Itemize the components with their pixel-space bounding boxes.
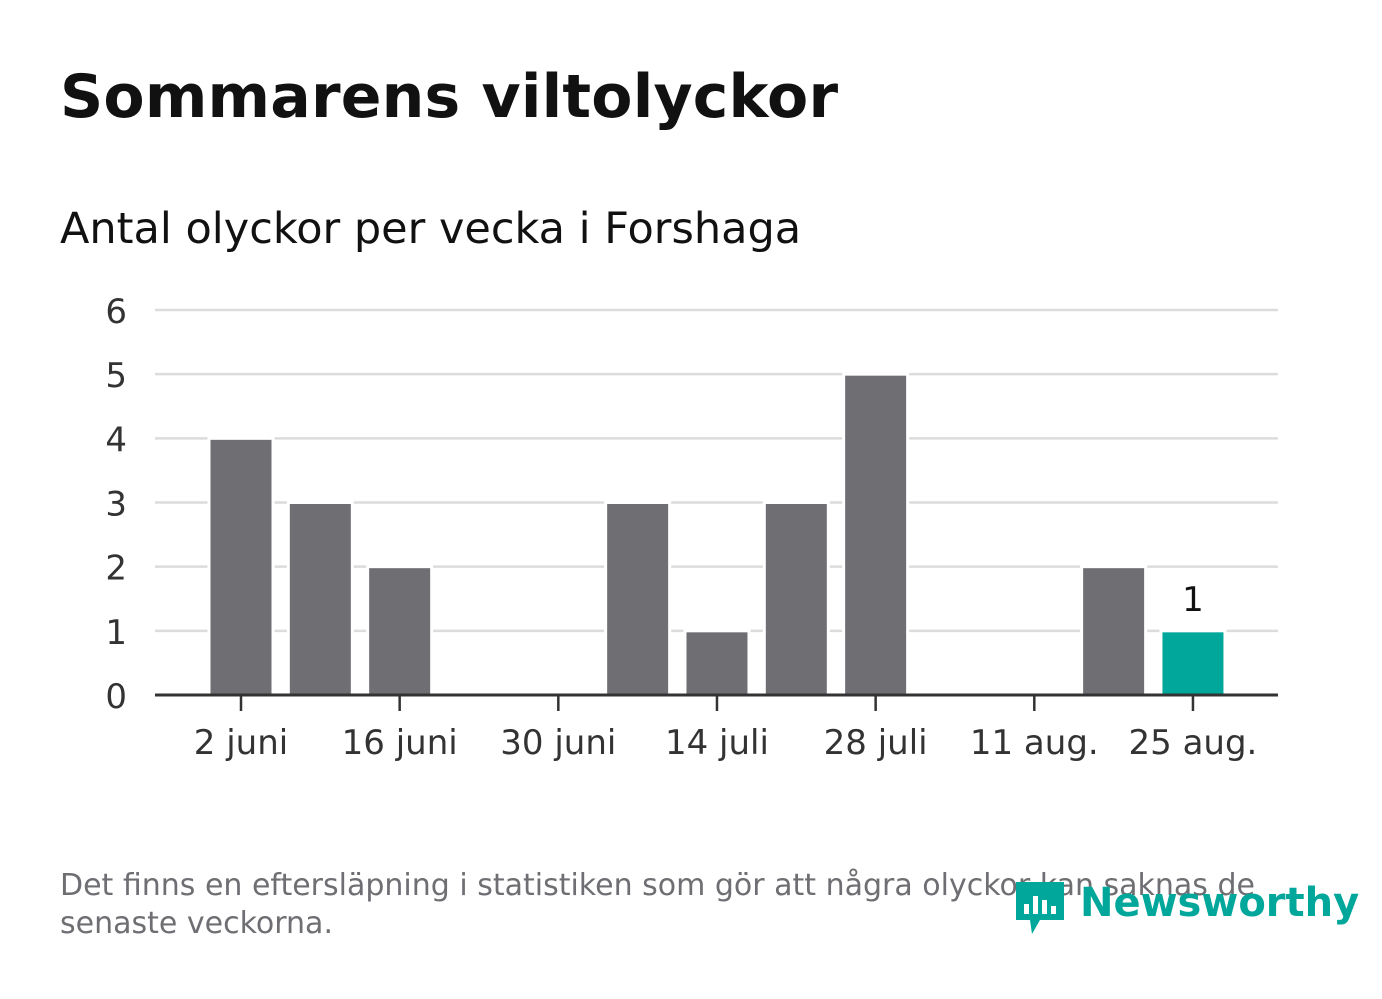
x-tick-label: 28 juli xyxy=(824,723,928,763)
y-tick-label: 4 xyxy=(105,420,127,460)
bar xyxy=(207,436,275,697)
y-tick-label: 6 xyxy=(105,292,127,332)
chart-subtitle: Antal olyckor per vecka i Forshaga xyxy=(60,204,802,254)
y-tick-label: 1 xyxy=(105,613,127,653)
x-tick-label: 2 juni xyxy=(194,723,288,763)
x-axis xyxy=(155,693,1278,711)
bar xyxy=(683,629,751,697)
bar xyxy=(1080,565,1148,697)
data-label: 1 xyxy=(1182,580,1204,620)
brand-name: Newsworthy xyxy=(1080,880,1360,926)
y-tick-label: 5 xyxy=(105,356,127,396)
bar xyxy=(762,501,830,697)
x-tick-label: 16 juni xyxy=(342,723,458,763)
labels: 0 1 2 3 4 5 6 2 juni 16 juni 30 juni 14 juli 28 jul… xyxy=(105,292,1257,763)
y-tick-label: 2 xyxy=(105,549,127,589)
newsworthy-logo[interactable]: Newsworthy xyxy=(1012,876,1359,940)
bar xyxy=(842,372,910,697)
bars xyxy=(207,372,1227,697)
bar xyxy=(604,501,672,697)
chart-title: Sommarens viltolyckor xyxy=(60,62,839,132)
x-tick-label: 25 aug. xyxy=(1129,723,1258,763)
y-tick-label: 3 xyxy=(105,485,127,525)
x-tick-label: 30 juni xyxy=(500,723,616,763)
bar xyxy=(1159,629,1227,697)
x-tick-label: 11 aug. xyxy=(970,723,1099,763)
newsworthy-logo-icon xyxy=(1016,882,1064,934)
bar-chart: 0 1 2 3 4 5 6 2 juni 16 juni 30 juni 14 juli 28 jul… xyxy=(105,292,1278,763)
y-tick-label: 0 xyxy=(105,677,127,717)
bar xyxy=(366,565,434,697)
bar xyxy=(286,501,354,697)
x-tick-label: 14 juli xyxy=(665,723,769,763)
